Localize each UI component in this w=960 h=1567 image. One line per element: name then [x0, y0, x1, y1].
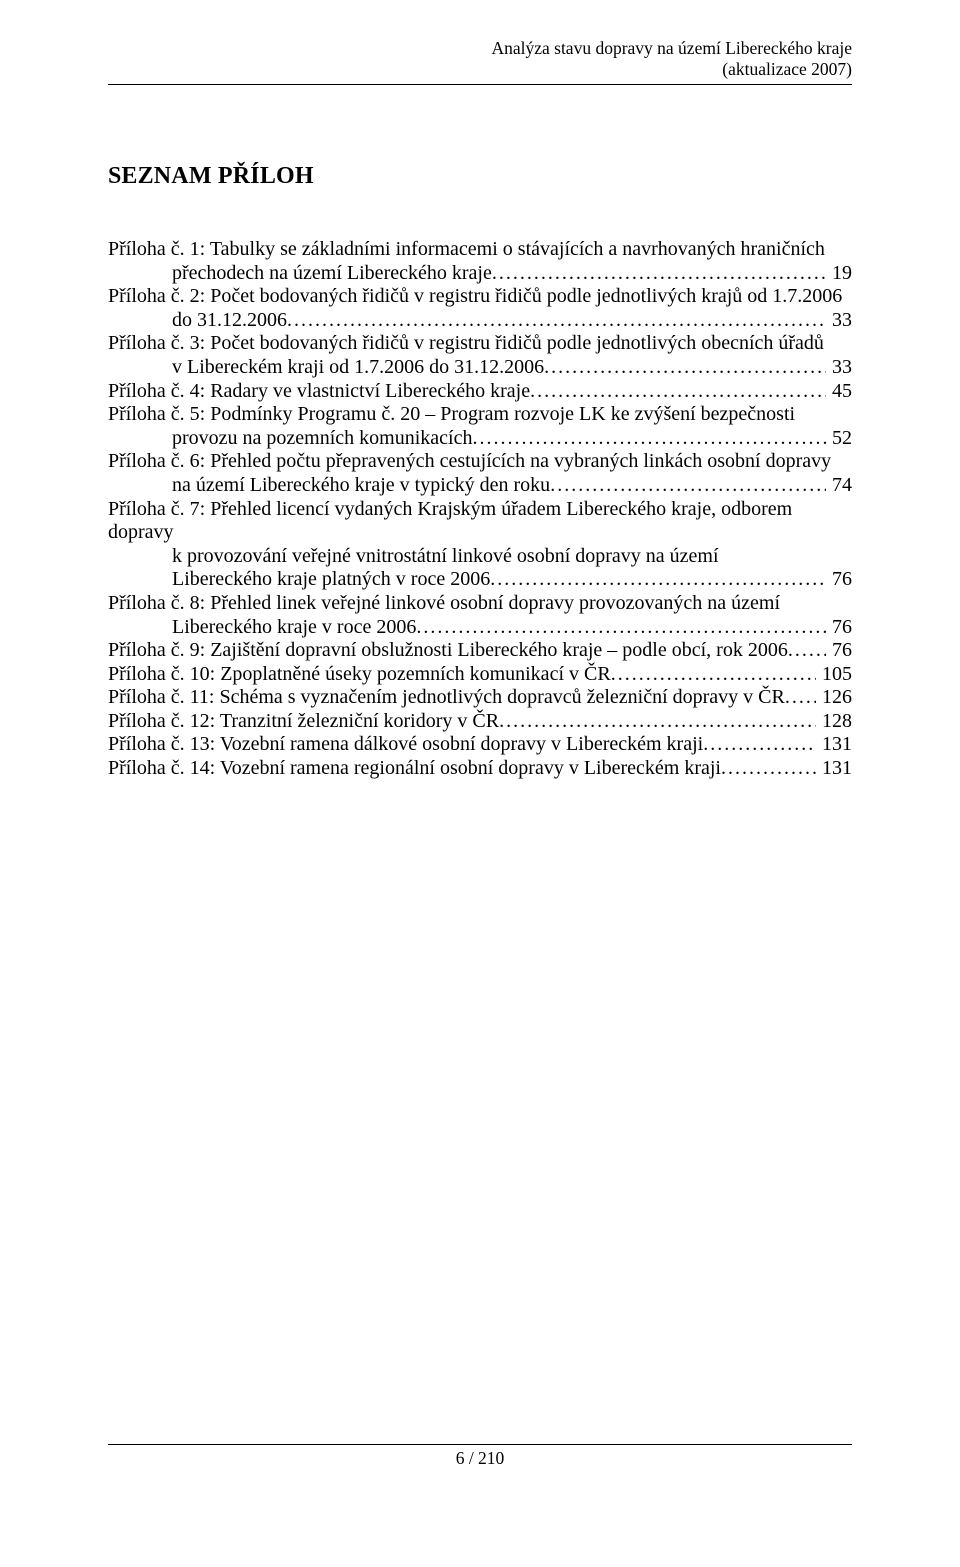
toc-leaders: [530, 380, 826, 404]
toc-page: 105: [816, 663, 852, 687]
header-line-2: (aktualizace 2007): [108, 59, 852, 80]
toc-last-line: Příloha č. 14: Vozební ramena regionální…: [108, 757, 852, 781]
table-of-contents: Příloha č. 1: Tabulky se základními info…: [108, 238, 852, 781]
toc-entry: Příloha č. 14: Vozební ramena regionální…: [108, 757, 852, 781]
toc-page: 131: [816, 733, 852, 757]
toc-entry: Příloha č. 11: Schéma s vyznačením jedno…: [108, 686, 852, 710]
toc-leaders: [785, 686, 816, 710]
toc-page: 131: [816, 757, 852, 781]
toc-last-line: Příloha č. 12: Tranzitní železniční kori…: [108, 710, 852, 734]
toc-text: Příloha č. 10: Zpoplatněné úseky pozemní…: [108, 663, 611, 687]
toc-leaders: [492, 262, 826, 286]
toc-entry: Příloha č. 8: Přehled linek veřejné link…: [108, 592, 852, 639]
toc-leaders: [611, 663, 816, 687]
toc-line: Příloha č. 1: Tabulky se základními info…: [108, 238, 852, 262]
toc-entry: Příloha č. 13: Vozební ramena dálkové os…: [108, 733, 852, 757]
toc-text: Příloha č. 13: Vozební ramena dálkové os…: [108, 733, 703, 757]
toc-line: k provozování veřejné vnitrostátní linko…: [108, 545, 852, 569]
toc-entry: Příloha č. 9: Zajištění dopravní obslužn…: [108, 639, 852, 663]
toc-entry: Příloha č. 7: Přehled licencí vydaných K…: [108, 498, 852, 592]
toc-page: 74: [826, 474, 852, 498]
toc-text: na území Libereckého kraje v typický den…: [172, 474, 550, 498]
toc-line: Příloha č. 6: Přehled počtu přepravených…: [108, 450, 852, 474]
toc-leaders: [703, 733, 816, 757]
toc-page: 33: [826, 309, 852, 333]
toc-page: 128: [816, 710, 852, 734]
toc-leaders: [499, 710, 816, 734]
toc-text: přechodech na území Libereckého kraje: [172, 262, 492, 286]
toc-line: Příloha č. 3: Počet bodovaných řidičů v …: [108, 332, 852, 356]
toc-leaders: [490, 568, 826, 592]
toc-last-line: Příloha č. 4: Radary ve vlastnictví Libe…: [108, 380, 852, 404]
toc-leaders: [721, 757, 816, 781]
toc-text: Libereckého kraje v roce 2006: [172, 616, 416, 640]
toc-last-line: do 31.12.2006 33: [108, 309, 852, 333]
footer-rule: [108, 1444, 852, 1445]
toc-line: Příloha č. 5: Podmínky Programu č. 20 – …: [108, 403, 852, 427]
toc-entry: Příloha č. 1: Tabulky se základními info…: [108, 238, 852, 285]
toc-line: Příloha č. 2: Počet bodovaných řidičů v …: [108, 285, 852, 309]
toc-line: Příloha č. 8: Přehled linek veřejné link…: [108, 592, 852, 616]
toc-page: 76: [826, 639, 852, 663]
toc-leaders: [550, 474, 826, 498]
toc-text: Příloha č. 14: Vozební ramena regionální…: [108, 757, 721, 781]
toc-leaders: [416, 616, 826, 640]
toc-text: Libereckého kraje platných v roce 2006: [172, 568, 490, 592]
page-number: 6 / 210: [456, 1448, 505, 1468]
toc-page: 45: [826, 380, 852, 404]
toc-entry: Příloha č. 12: Tranzitní železniční kori…: [108, 710, 852, 734]
toc-entry: Příloha č. 2: Počet bodovaných řidičů v …: [108, 285, 852, 332]
toc-last-line: přechodech na území Libereckého kraje 19: [108, 262, 852, 286]
toc-leaders: [472, 427, 826, 451]
toc-text: Příloha č. 12: Tranzitní železniční kori…: [108, 710, 499, 734]
toc-last-line: Příloha č. 9: Zajištění dopravní obslužn…: [108, 639, 852, 663]
title-rest: EZNAM PŘÍLOH: [121, 163, 313, 189]
toc-entry: Příloha č. 3: Počet bodovaných řidičů v …: [108, 332, 852, 379]
toc-page: 76: [826, 568, 852, 592]
toc-page: 19: [826, 262, 852, 286]
toc-last-line: na území Libereckého kraje v typický den…: [108, 474, 852, 498]
toc-last-line: provozu na pozemních komunikacích 52: [108, 427, 852, 451]
header-line-1: Analýza stavu dopravy na území Liberecké…: [491, 38, 852, 58]
toc-page: 52: [826, 427, 852, 451]
toc-last-line: Libereckého kraje platných v roce 2006 7…: [108, 568, 852, 592]
toc-entry: Příloha č. 5: Podmínky Programu č. 20 – …: [108, 403, 852, 450]
header-rule: [108, 84, 852, 85]
toc-entry: Příloha č. 6: Přehled počtu přepravených…: [108, 450, 852, 497]
toc-text: Příloha č. 11: Schéma s vyznačením jedno…: [108, 686, 785, 710]
toc-page: 126: [816, 686, 852, 710]
toc-page: 76: [826, 616, 852, 640]
toc-text: Příloha č. 9: Zajištění dopravní obslužn…: [108, 639, 788, 663]
toc-last-line: Příloha č. 13: Vozební ramena dálkové os…: [108, 733, 852, 757]
page: Analýza stavu dopravy na území Liberecké…: [0, 0, 960, 1567]
toc-leaders: [287, 309, 826, 333]
toc-leaders: [788, 639, 826, 663]
toc-last-line: Příloha č. 11: Schéma s vyznačením jedno…: [108, 686, 852, 710]
toc-last-line: v Libereckém kraji od 1.7.2006 do 31.12.…: [108, 356, 852, 380]
toc-entry: Příloha č. 4: Radary ve vlastnictví Libe…: [108, 380, 852, 404]
toc-entry: Příloha č. 10: Zpoplatněné úseky pozemní…: [108, 663, 852, 687]
page-footer: 6 / 210: [0, 1444, 960, 1469]
toc-text: do 31.12.2006: [172, 309, 287, 333]
toc-line: Příloha č. 7: Přehled licencí vydaných K…: [108, 498, 852, 545]
toc-page: 33: [826, 356, 852, 380]
toc-last-line: Libereckého kraje v roce 2006 76: [108, 616, 852, 640]
running-header: Analýza stavu dopravy na území Liberecké…: [108, 38, 852, 80]
toc-text: Příloha č. 4: Radary ve vlastnictví Libe…: [108, 380, 530, 404]
title-first-letter: S: [108, 163, 121, 189]
section-title: SEZNAM PŘÍLOH: [108, 163, 852, 190]
toc-last-line: Příloha č. 10: Zpoplatněné úseky pozemní…: [108, 663, 852, 687]
toc-leaders: [544, 356, 826, 380]
toc-text: provozu na pozemních komunikacích: [172, 427, 472, 451]
toc-text: v Libereckém kraji od 1.7.2006 do 31.12.…: [172, 356, 544, 380]
